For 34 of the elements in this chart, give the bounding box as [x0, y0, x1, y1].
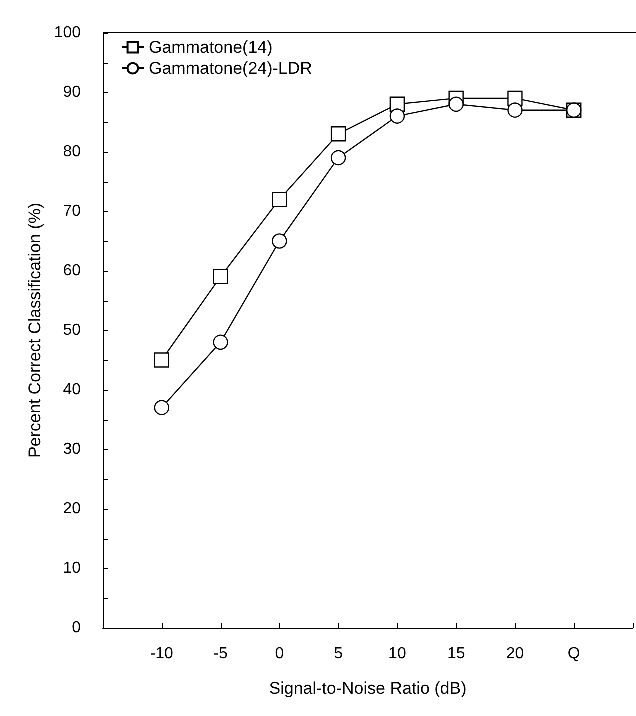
y-axis-title: Percent Correct Classification (%): [25, 202, 44, 458]
y-tick-label: 70: [63, 203, 82, 220]
point: [154, 352, 170, 368]
y-tick-label: 100: [54, 24, 82, 42]
x-tick-label: Q: [568, 646, 580, 662]
x-tick-label: 20: [506, 646, 524, 662]
x-axis-title: Signal-to-Noise Ratio (dB): [269, 679, 467, 698]
y-tick-label: 90: [63, 84, 82, 101]
x-tick-label: 0: [275, 646, 284, 662]
point: [508, 102, 523, 118]
y-tick-label: 40: [63, 382, 82, 398]
y-tick-label: 30: [63, 441, 82, 458]
point: [330, 150, 346, 166]
legend-label: Gammatone(24)-LDR: [149, 59, 312, 78]
x-tick-label: -10: [150, 646, 174, 662]
y-tick-label: 50: [63, 322, 82, 339]
y-tick-label: 0: [72, 620, 82, 636]
x-tick-label: 15: [447, 646, 466, 662]
legend-label: Gammatone(14): [149, 38, 273, 57]
x-tick-label: -5: [214, 646, 228, 662]
y-tick-label: 10: [63, 560, 82, 577]
point: [272, 234, 288, 249]
x-tick-label: 5: [334, 646, 344, 662]
point: [213, 269, 228, 285]
point: [154, 400, 170, 416]
y-tick-label: 80: [63, 144, 82, 160]
point: [213, 334, 228, 350]
point: [330, 126, 346, 142]
point: [390, 108, 406, 124]
point: [448, 96, 464, 112]
x-tick-label: 10: [388, 646, 406, 662]
y-tick-label: 20: [63, 500, 82, 518]
point: [272, 192, 288, 208]
y-tick-label: 60: [63, 262, 82, 280]
